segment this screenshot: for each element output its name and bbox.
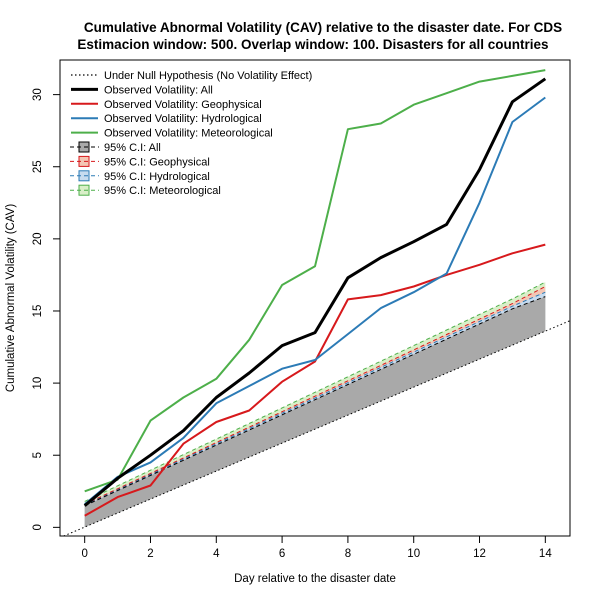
- series-line-observed-volatility-all: [83, 77, 547, 507]
- chart-subtitle: Estimacion window: 500. Overlap window: …: [77, 37, 548, 52]
- legend-item-observed-volatility-hydrological: Observed Volatility: Hydrological: [71, 113, 262, 125]
- legend-item-observed-volatility-meteorological: Observed Volatility: Meteorological: [71, 128, 273, 140]
- null-hypothesis-line: [62, 320, 570, 536]
- series-line-observed-volatility-geophysical: [84, 243, 546, 517]
- chart-title: Cumulative Abnormal Volatility (CAV) rel…: [84, 20, 562, 35]
- x-tick-label: 6: [279, 548, 285, 560]
- x-tick-label: 8: [345, 548, 351, 560]
- ci-band-fill-95-c-i-all: [84, 296, 546, 528]
- y-tick-label: 20: [32, 232, 44, 245]
- x-axis-label: Day relative to the disaster date: [234, 573, 396, 585]
- legend: Under Null Hypothesis (No Volatility Eff…: [70, 70, 312, 197]
- confidence-bands: [84, 281, 546, 528]
- y-tick-label: 25: [32, 160, 44, 173]
- legend-item-95-c-i-hydrological: 95% C.I: Hydrological: [70, 170, 210, 183]
- series-line-observed-volatility-meteorological: [84, 69, 546, 493]
- y-tick-label: 10: [32, 377, 44, 390]
- x-tick-label: 2: [147, 548, 153, 560]
- y-tick-label: 15: [32, 305, 44, 318]
- x-tick-label: 12: [473, 548, 486, 560]
- x-tick-label: 4: [213, 548, 220, 560]
- ci-band-upper-95-c-i-meteorological: [84, 281, 546, 502]
- legend-label: Under Null Hypothesis (No Volatility Eff…: [104, 70, 312, 82]
- ci-band-upper-95-c-i-hydrological: [84, 291, 546, 506]
- legend-label: Observed Volatility: All: [104, 84, 213, 96]
- legend-label: Observed Volatility: Geophysical: [104, 99, 262, 111]
- legend-label: Observed Volatility: Hydrological: [104, 113, 262, 125]
- x-axis: 0 2 4 6 8 10 12 14: [81, 535, 552, 560]
- null-hypothesis-layer: [62, 320, 570, 536]
- y-axis-label: Cumulative Abnormal Volatility (CAV): [5, 204, 17, 392]
- legend-item-observed-volatility-geophysical: Observed Volatility: Geophysical: [71, 99, 262, 111]
- legend-label: 95% C.I: Meteorological: [104, 185, 221, 197]
- y-tick-label: 0: [32, 524, 44, 530]
- y-tick-label: 5: [32, 452, 44, 458]
- legend-label: Observed Volatility: Meteorological: [104, 128, 273, 140]
- x-tick-label: 10: [407, 548, 420, 560]
- observed-series-layer: [83, 69, 547, 517]
- legend-item-95-c-i-geophysical: 95% C.I: Geophysical: [70, 155, 210, 168]
- legend-item-95-c-i-meteorological: 95% C.I: Meteorological: [70, 184, 221, 197]
- legend-label: 95% C.I: Hydrological: [104, 171, 210, 183]
- y-axis: 0 5 10 15 20 25 30: [32, 88, 61, 531]
- legend-item-95-c-i-all: 95% C.I: All: [70, 141, 161, 154]
- legend-item-observed-volatility-all: Observed Volatility: All: [71, 84, 213, 96]
- x-tick-label: 0: [81, 548, 87, 560]
- series-line-observed-volatility-hydrological: [84, 96, 546, 506]
- legend-item-under-null-hypothesis-no-volatility-effect: Under Null Hypothesis (No Volatility Eff…: [71, 70, 312, 82]
- ci-band-upper-95-c-i-geophysical: [84, 286, 546, 505]
- legend-label: 95% C.I: All: [104, 142, 161, 154]
- x-tick-label: 14: [539, 548, 552, 560]
- y-tick-label: 30: [32, 88, 44, 101]
- legend-label: 95% C.I: Geophysical: [104, 156, 210, 168]
